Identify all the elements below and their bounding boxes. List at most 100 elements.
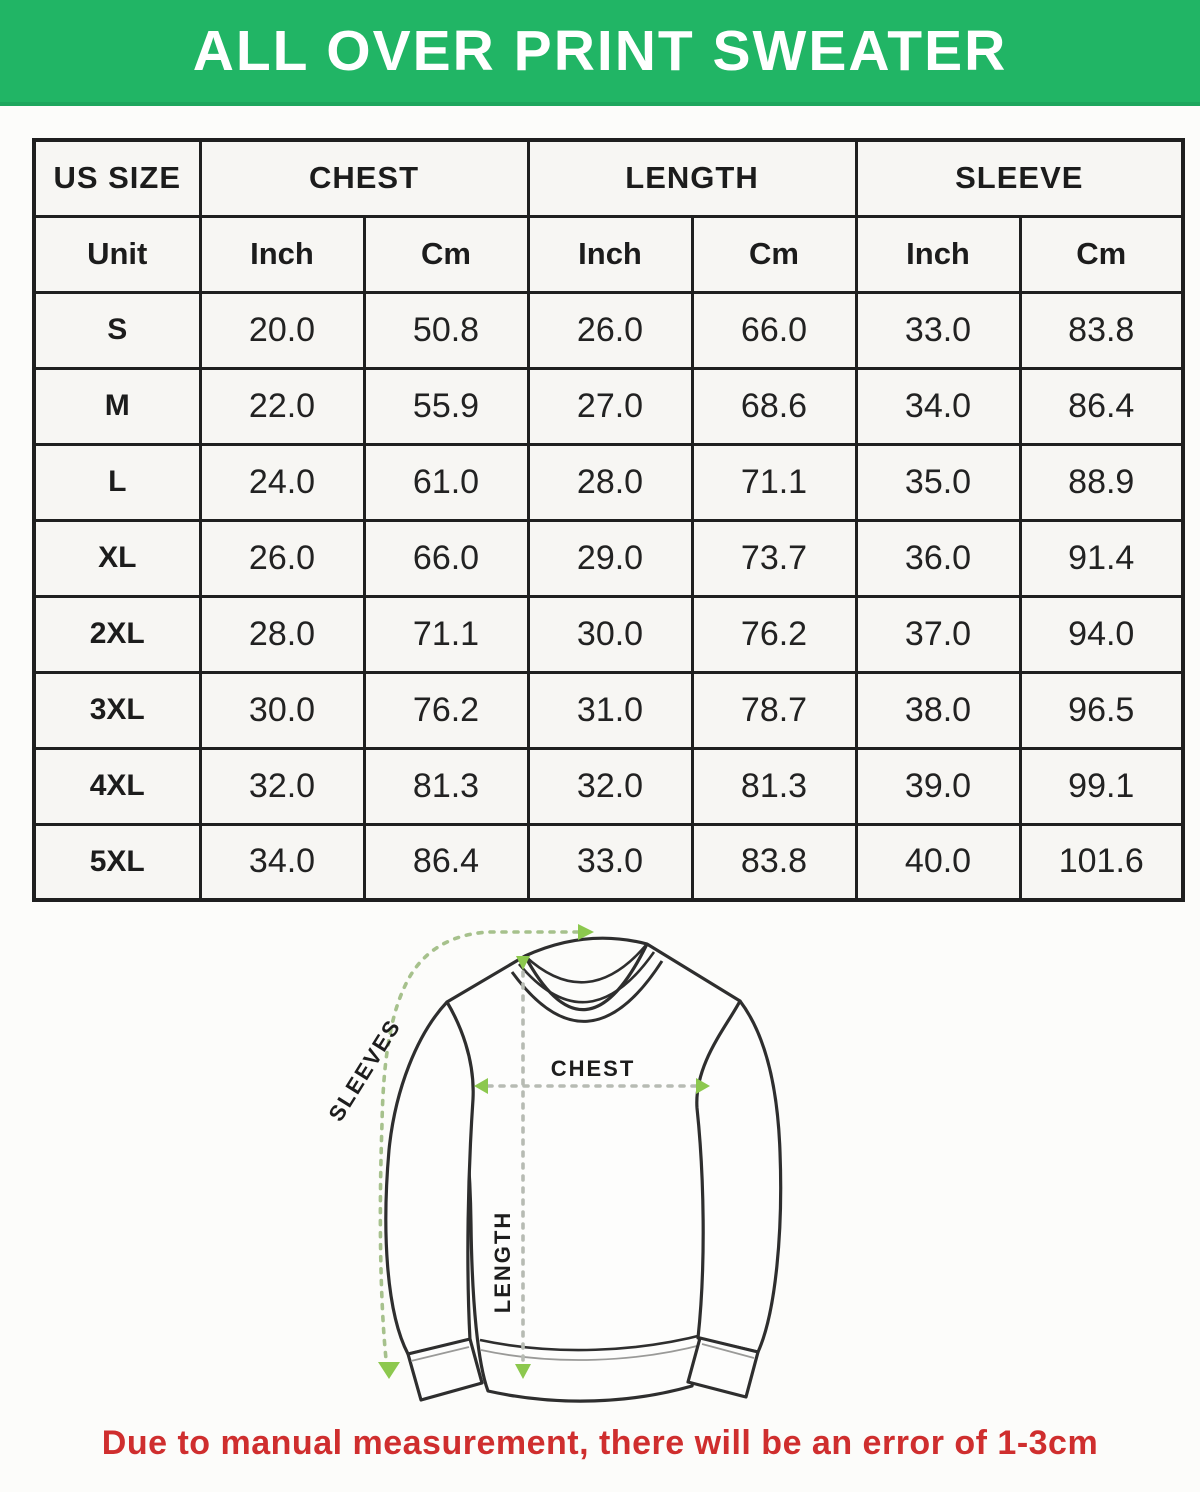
- left-cuff: [406, 1337, 484, 1402]
- unit-chest-inch: Inch: [198, 214, 366, 294]
- arrow-right-icon: [578, 924, 594, 940]
- sweater-diagram: SLEEVES CHEST LENGTH: [323, 924, 783, 1403]
- length-label: LENGTH: [490, 1211, 515, 1313]
- cell-chest-cm: 61.0: [362, 442, 530, 522]
- cell-chest-cm: 55.9: [362, 366, 530, 446]
- page-title: ALL OVER PRINT SWEATER: [192, 19, 1008, 83]
- sleeves-label: SLEEVES: [323, 1014, 405, 1125]
- table-row: S 20.0 50.8 26.0 66.0 33.0 83.8: [32, 290, 1185, 370]
- sleeves-dash-path: [378, 930, 580, 1361]
- cell-sleeve-inch: 34.0: [854, 366, 1022, 446]
- title-banner: ALL OVER PRINT SWEATER: [0, 0, 1200, 106]
- cell-sleeve-inch: 38.0: [854, 670, 1022, 750]
- right-cuff-seam: [701, 1343, 755, 1359]
- table-header-row: US SIZE CHEST LENGTH SLEEVE: [32, 138, 1185, 218]
- cell-length-cm: 83.8: [690, 822, 858, 902]
- cell-sleeve-cm: 86.4: [1018, 366, 1185, 446]
- unit-length-cm: Cm: [690, 214, 858, 294]
- cell-length-inch: 32.0: [526, 746, 694, 826]
- size-label: M: [32, 366, 202, 446]
- collar-rib-1: [524, 943, 648, 984]
- cell-chest-inch: 30.0: [198, 670, 366, 750]
- cell-length-cm: 66.0: [690, 290, 858, 370]
- cell-sleeve-cm: 99.1: [1018, 746, 1185, 826]
- left-cuff-seam: [410, 1346, 470, 1362]
- unit-sleeve-inch: Inch: [854, 214, 1022, 294]
- cell-sleeve-cm: 101.6: [1018, 822, 1185, 902]
- size-label: 5XL: [32, 822, 202, 902]
- size-label: XL: [32, 518, 202, 598]
- hem-seam: [479, 1332, 707, 1352]
- size-label: S: [32, 290, 202, 370]
- cell-chest-inch: 26.0: [198, 518, 366, 598]
- header-length: LENGTH: [526, 138, 858, 218]
- cell-chest-inch: 28.0: [198, 594, 366, 674]
- header-sleeve: SLEEVE: [854, 138, 1185, 218]
- size-label: 2XL: [32, 594, 202, 674]
- size-chart-table: US SIZE CHEST LENGTH SLEEVE Unit Inch Cm…: [32, 138, 1186, 902]
- cell-length-inch: 33.0: [526, 822, 694, 902]
- cell-chest-cm: 76.2: [362, 670, 530, 750]
- cell-chest-cm: 86.4: [362, 822, 530, 902]
- cell-sleeve-inch: 37.0: [854, 594, 1022, 674]
- cell-length-cm: 71.1: [690, 442, 858, 522]
- cell-chest-inch: 24.0: [198, 442, 366, 522]
- cell-chest-cm: 50.8: [362, 290, 530, 370]
- size-label: 3XL: [32, 670, 202, 750]
- cell-sleeve-cm: 88.9: [1018, 442, 1185, 522]
- right-cuff: [686, 1336, 760, 1399]
- table-row: L 24.0 61.0 28.0 71.1 35.0 88.9: [32, 442, 1185, 522]
- cell-sleeve-inch: 39.0: [854, 746, 1022, 826]
- arrow-left-icon: [474, 1078, 488, 1094]
- cell-chest-cm: 66.0: [362, 518, 530, 598]
- arrow-right-icon: [696, 1078, 710, 1094]
- table-row: 4XL 32.0 81.3 32.0 81.3 39.0 99.1: [32, 746, 1185, 826]
- cell-chest-cm: 71.1: [362, 594, 530, 674]
- cell-chest-inch: 20.0: [198, 290, 366, 370]
- cell-sleeve-cm: 94.0: [1018, 594, 1185, 674]
- arrow-down-icon: [516, 956, 530, 970]
- table-row: 3XL 30.0 76.2 31.0 78.7 38.0 96.5: [32, 670, 1185, 750]
- table-row: M 22.0 55.9 27.0 68.6 34.0 86.4: [32, 366, 1185, 446]
- unit-sleeve-cm: Cm: [1018, 214, 1185, 294]
- cell-sleeve-inch: 33.0: [854, 290, 1022, 370]
- sweater-body: [445, 942, 742, 1403]
- unit-length-inch: Inch: [526, 214, 694, 294]
- unit-label: Unit: [32, 214, 202, 294]
- cell-sleeve-inch: 40.0: [854, 822, 1022, 902]
- table-row: 5XL 34.0 86.4 33.0 83.8 40.0 101.6: [32, 822, 1185, 902]
- cell-sleeve-inch: 36.0: [854, 518, 1022, 598]
- cell-length-inch: 28.0: [526, 442, 694, 522]
- chest-label: CHEST: [551, 1056, 636, 1081]
- cell-chest-inch: 32.0: [198, 746, 366, 826]
- cell-length-inch: 27.0: [526, 366, 694, 446]
- sweater-outline: [384, 936, 783, 1403]
- length-measure-line: LENGTH: [490, 956, 531, 1379]
- left-sleeve: [384, 1000, 475, 1356]
- unit-row: Unit Inch Cm Inch Cm Inch Cm: [32, 214, 1185, 294]
- hem-seam-inner: [480, 1343, 706, 1361]
- cell-chest-inch: 34.0: [198, 822, 366, 902]
- size-label: 4XL: [32, 746, 202, 826]
- cell-sleeve-cm: 83.8: [1018, 290, 1185, 370]
- header-us-size: US SIZE: [32, 138, 202, 218]
- collar-rib-2: [518, 951, 656, 1004]
- arrow-down-icon: [378, 1362, 400, 1379]
- table-row: 2XL 28.0 71.1 30.0 76.2 37.0 94.0: [32, 594, 1185, 674]
- cell-length-cm: 68.6: [690, 366, 858, 446]
- cell-length-inch: 30.0: [526, 594, 694, 674]
- cell-chest-cm: 81.3: [362, 746, 530, 826]
- cell-sleeve-cm: 96.5: [1018, 670, 1185, 750]
- collar-rib-3: [510, 960, 664, 1023]
- cell-chest-inch: 22.0: [198, 366, 366, 446]
- measurement-diagram: SLEEVES CHEST LENGTH: [0, 914, 1200, 1414]
- table-row: XL 26.0 66.0 29.0 73.7 36.0 91.4: [32, 518, 1185, 598]
- cell-sleeve-inch: 35.0: [854, 442, 1022, 522]
- cell-sleeve-cm: 91.4: [1018, 518, 1185, 598]
- measurement-note: Due to manual measurement, there will be…: [101, 1424, 1099, 1462]
- cell-length-cm: 73.7: [690, 518, 858, 598]
- size-label: L: [32, 442, 202, 522]
- arrow-down-icon: [515, 1364, 531, 1379]
- cell-length-cm: 76.2: [690, 594, 858, 674]
